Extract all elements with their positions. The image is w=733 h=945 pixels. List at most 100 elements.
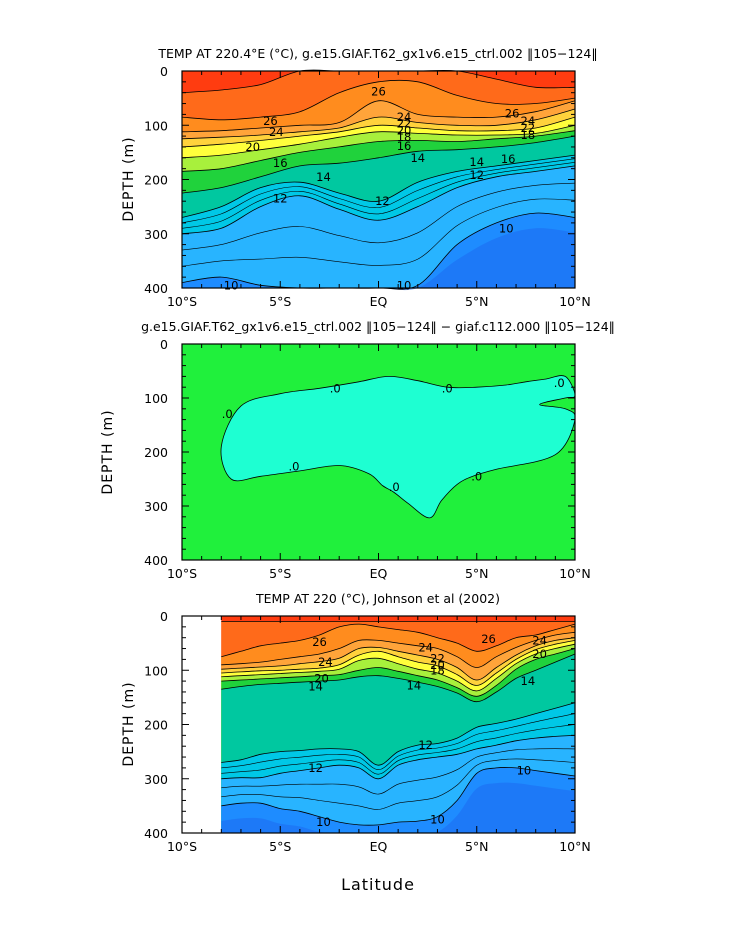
contour-label: 26 [505, 106, 520, 120]
contour-label: 18 [521, 128, 536, 142]
isotherm-intermediate [221, 713, 576, 771]
panel1-contour-lines [181, 69, 576, 290]
panel1-title: TEMP AT 220.4°E (°C), g.e15.GIAF.T62_gx1… [157, 46, 597, 61]
x-axis-label: Latitude [341, 875, 415, 894]
isotherm-16 [181, 130, 576, 172]
x-tick-label: 10°S [167, 839, 197, 854]
contour-label: .0 [389, 480, 400, 494]
contour-label: 14 [410, 151, 425, 165]
contour-label: 20 [397, 124, 412, 138]
band-coldest [221, 782, 576, 834]
isotherm-11 [181, 165, 576, 235]
contour-label: 24 [269, 125, 284, 139]
x-tick-label: 5°N [465, 566, 489, 581]
contour-label: .0 [289, 460, 300, 474]
y-tick-label: 300 [144, 227, 168, 242]
panel2-y-axis-label: DEPTH (m) [100, 409, 116, 494]
x-tick-label: 10°S [167, 294, 197, 309]
y-tick-label: 100 [144, 391, 168, 406]
panel3-y-axis-label: DEPTH (m) [121, 681, 137, 766]
panel2-contour-labels: .0 .0 .0 .0 .0 .0 .0 [222, 376, 565, 494]
isotherm-16 [221, 648, 576, 697]
contour-label: 24 [318, 655, 333, 669]
y-tick-label: 200 [144, 445, 168, 460]
y-tick-label: 0 [160, 337, 168, 352]
isotherm-20 [221, 640, 576, 686]
contour-label: 10 [430, 812, 445, 826]
contour-label: 14 [308, 680, 323, 694]
x-tick-label: EQ [370, 839, 388, 854]
y-tick-label: 200 [144, 173, 168, 188]
contour-label: 12 [469, 168, 484, 182]
x-tick-label: 10°S [167, 566, 197, 581]
contour-label: 26 [481, 632, 496, 646]
isotherm-14 [181, 135, 576, 194]
panel-model-difference: g.e15.GIAF.T62_gx1v6.e15_ctrl.002 ‖105−1… [100, 319, 615, 581]
panel1-contour-labels: 2624201614122624222018161412262422181614… [224, 85, 535, 293]
contour-label: 20 [532, 647, 547, 661]
panel-observed-temperature: TEMP AT 220 (°C), Johnson et al (2002) 2… [121, 591, 591, 854]
contour-label: 18 [397, 130, 412, 144]
isotherm-18 [181, 124, 576, 159]
contour-label: 14 [521, 674, 536, 688]
contour-label: 20 [314, 671, 329, 685]
isotherm-intermediate [221, 748, 576, 795]
y-tick-label: 400 [144, 553, 168, 568]
contour-label: 12 [375, 194, 390, 208]
isotherm-22 [181, 108, 576, 140]
isotherm-intermediate [181, 198, 576, 267]
contour-label: 10 [499, 221, 514, 235]
x-tick-label: 5°S [269, 839, 291, 854]
isotherm-12 [181, 154, 576, 218]
x-tick-label: 10°N [559, 839, 591, 854]
difference-negative-area [220, 375, 575, 518]
x-tick-label: 5°N [465, 294, 489, 309]
contour-label: 24 [521, 114, 536, 128]
x-tick-label: EQ [370, 294, 388, 309]
y-tick-label: 400 [144, 281, 168, 296]
zero-contour [220, 375, 575, 519]
y-tick-label: 300 [144, 772, 168, 787]
contour-label: 12 [418, 738, 433, 752]
contour-label: 18 [430, 663, 445, 677]
contour-label: 20 [430, 658, 445, 672]
y-tick-label: 400 [144, 826, 168, 841]
contour-label: 14 [469, 155, 484, 169]
contour-label: .0 [471, 469, 482, 483]
contour-label: 26 [371, 85, 386, 99]
contour-label: 22 [521, 121, 536, 135]
y-tick-label: 100 [144, 118, 168, 133]
x-tick-label: 5°S [269, 566, 291, 581]
isotherm-11 [221, 735, 576, 780]
x-tick-label: 5°N [465, 839, 489, 854]
contour-label: 26 [263, 114, 278, 128]
isotherm-24 [221, 631, 576, 668]
panel3-axes: 10°S 5°S EQ 5°N 10°N 0 100 200 300 400 [144, 609, 591, 854]
isotherm-intermediate [181, 158, 576, 224]
isotherm-12 [221, 702, 576, 766]
isotherm-intermediate [221, 724, 576, 775]
band-coldest [182, 228, 575, 291]
contour-label: .0 [442, 381, 453, 395]
y-tick-label: 100 [144, 663, 168, 678]
contour-label: .0 [330, 381, 341, 395]
x-tick-label: 10°N [559, 566, 591, 581]
panel2-title: g.e15.GIAF.T62_gx1v6.e15_ctrl.002 ‖105−1… [141, 319, 615, 334]
contour-label: 10 [224, 278, 239, 292]
panel1-axes: 10°S 5°S EQ 5°N 10°N 0 100 200 300 400 [144, 64, 591, 309]
contour-label: .0 [554, 376, 565, 390]
contour-label: 10 [397, 278, 412, 292]
contour-label: 16 [273, 156, 288, 170]
contour-label: 10 [316, 815, 331, 829]
contour-label: 20 [245, 140, 260, 154]
contour-label: 16 [501, 152, 516, 166]
panel2-filled-contours [182, 344, 575, 560]
contour-label: 24 [418, 640, 433, 654]
panel3-title: TEMP AT 220 (°C), Johnson et al (2002) [255, 591, 500, 606]
contour-label: 22 [430, 651, 445, 665]
isotherm-24 [181, 100, 576, 133]
contour-label: 14 [316, 170, 331, 184]
x-tick-label: EQ [370, 566, 388, 581]
isotherm-26 [181, 79, 576, 121]
